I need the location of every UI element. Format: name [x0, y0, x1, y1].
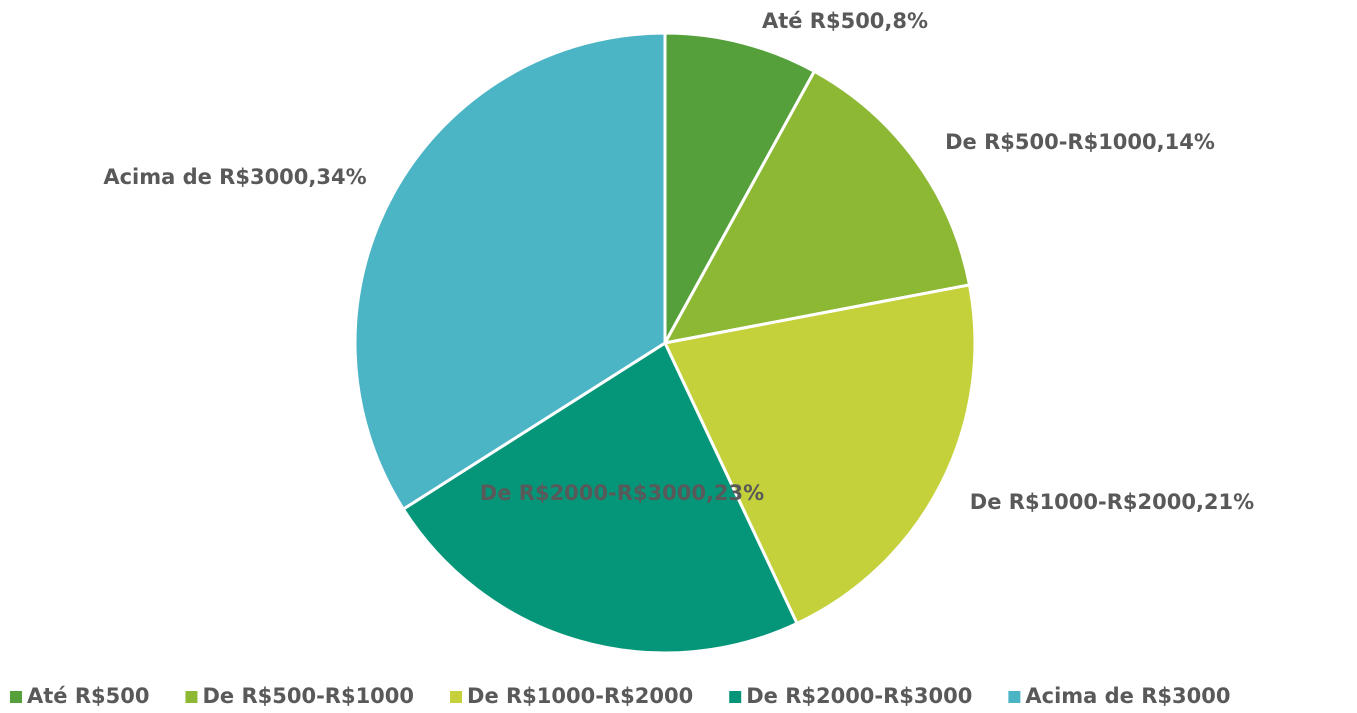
legend-label: De R$2000-R$3000: [746, 684, 972, 708]
legend-swatch: [10, 691, 22, 703]
legend-label: Até R$500: [27, 684, 149, 708]
data-label: De R$500-R$1000,14%: [945, 130, 1215, 154]
pie-slice: [662, 69, 972, 346]
legend-swatch: [1008, 691, 1021, 703]
legend-label: De R$500-R$1000: [202, 684, 414, 708]
data-label: Até R$500,8%: [762, 9, 928, 33]
legend-label: De R$1000-R$2000: [467, 684, 693, 708]
data-label: Acima de R$3000,34%: [103, 165, 366, 189]
pie-slice: [663, 31, 817, 344]
legend-swatch: [729, 691, 742, 703]
legend-label: Acima de R$3000: [1025, 684, 1230, 708]
data-label: De R$1000-R$2000,21%: [970, 490, 1254, 514]
pie-slice: [401, 340, 799, 655]
pie-slice: [662, 283, 977, 626]
pie-slice: [353, 31, 667, 512]
legend-swatch: [450, 691, 463, 703]
legend-swatch: [185, 691, 198, 703]
data-label: De R$2000-R$3000,23%: [480, 481, 764, 505]
